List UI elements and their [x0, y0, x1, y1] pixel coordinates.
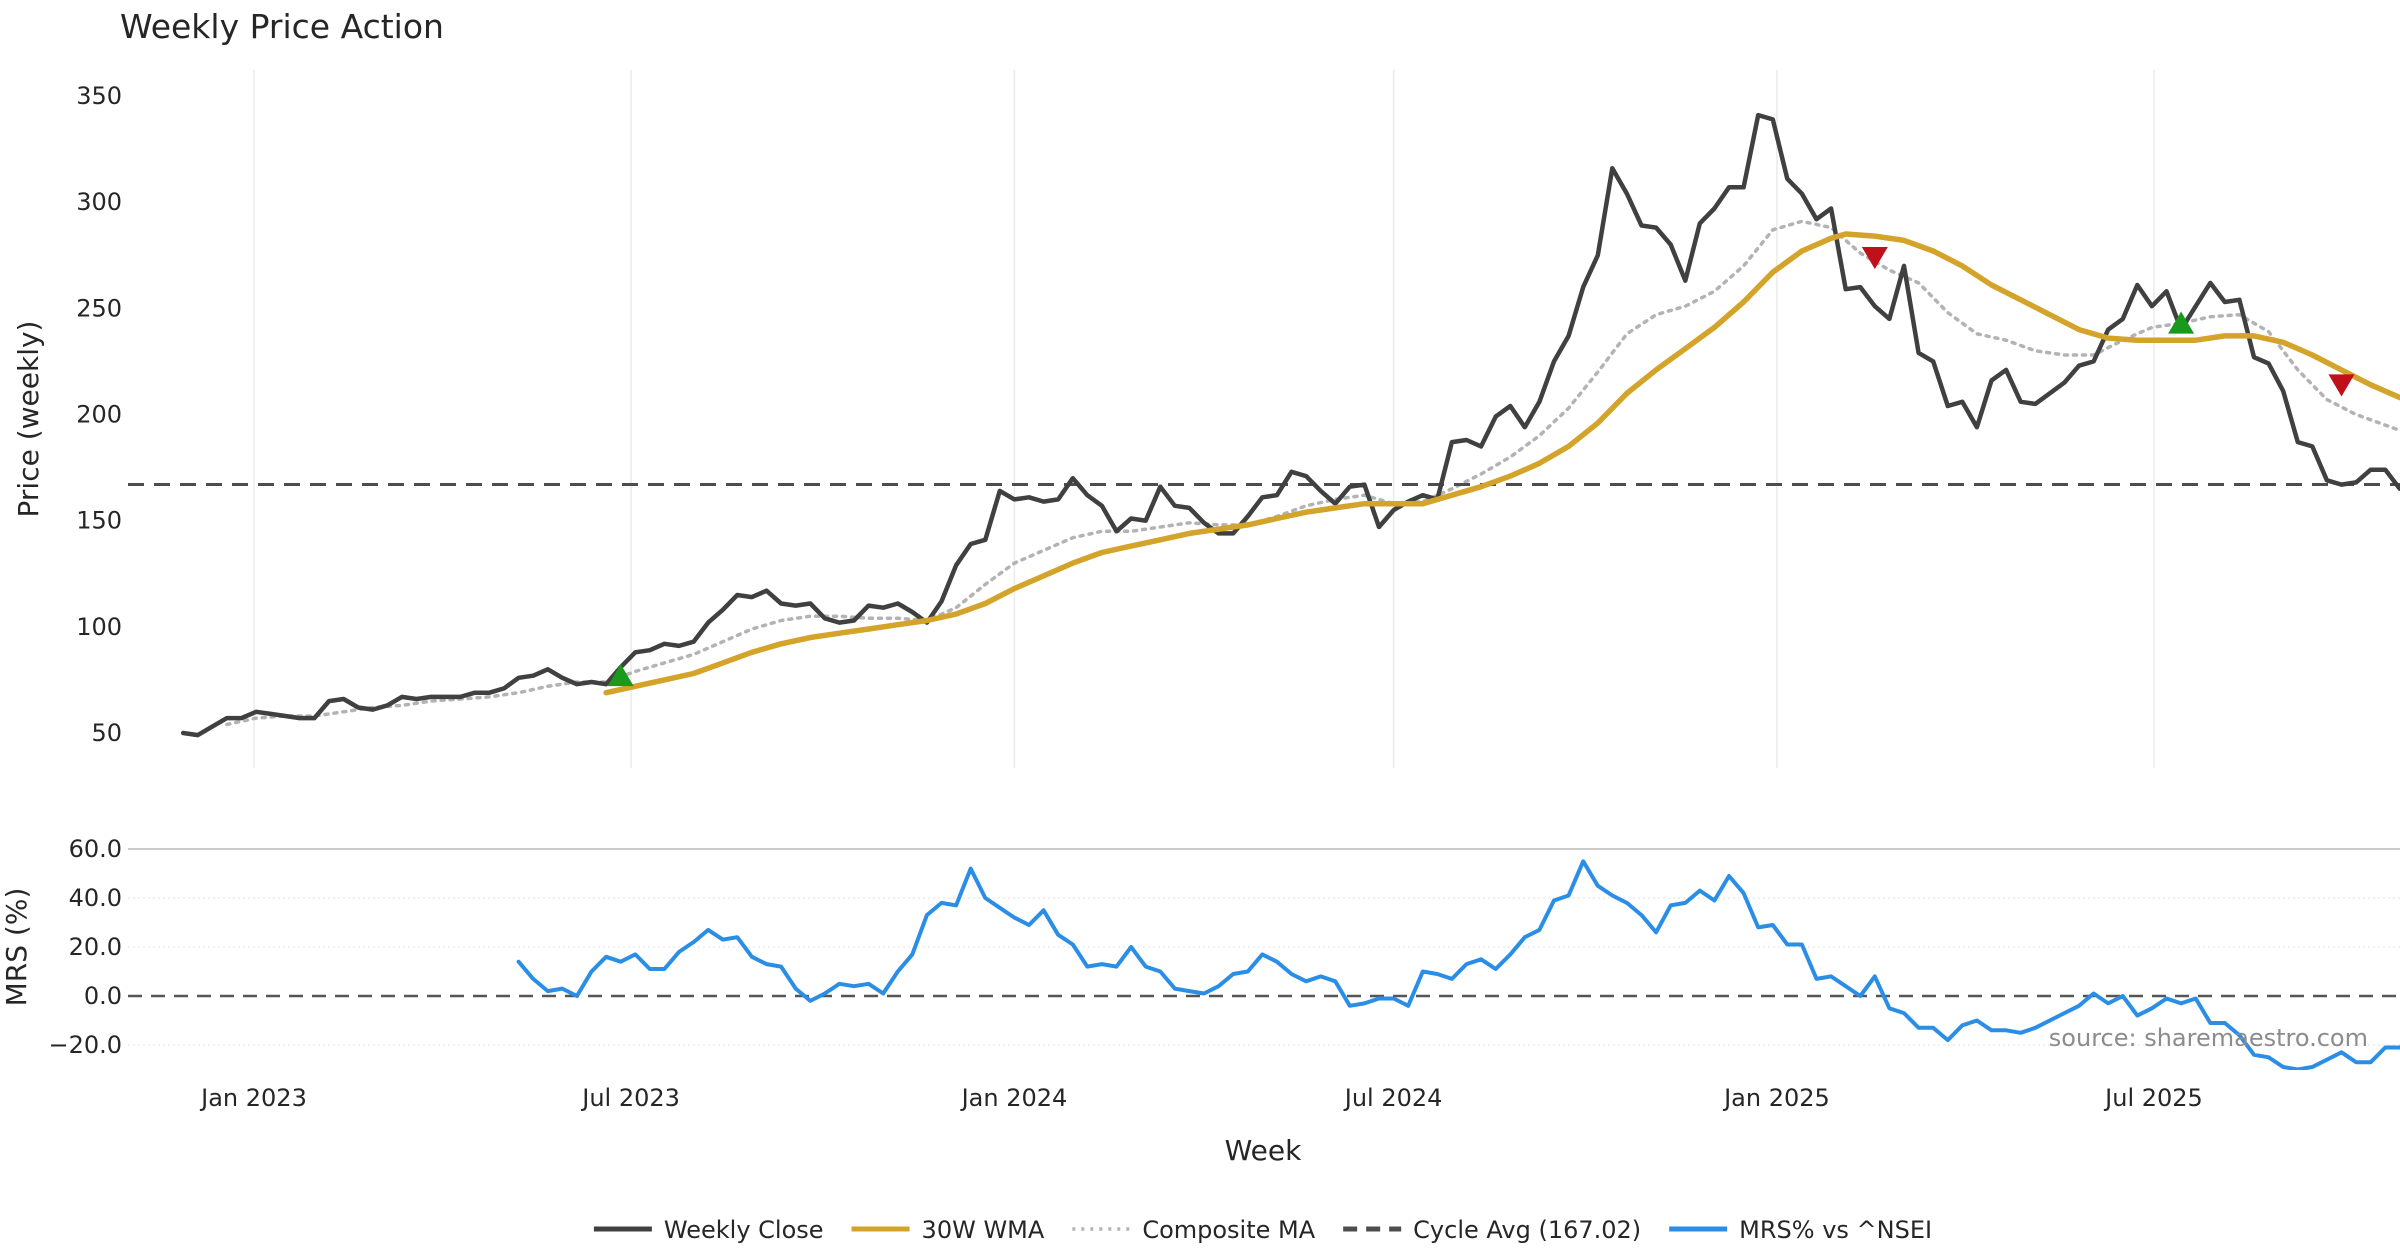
- price-y-tick-100: 100: [76, 613, 122, 641]
- signal-marker-down-3: [2328, 374, 2355, 397]
- price-y-tick-250: 250: [76, 294, 122, 322]
- source-note: source: sharemaestro.com: [2049, 1024, 2368, 1052]
- mrs-y-tick-4: −20.0: [48, 1031, 122, 1059]
- legend-label-4: MRS% vs ^NSEI: [1739, 1216, 1932, 1244]
- legend: Weekly Close 30W WMA Composite MA Cycle Avg…: [593, 1216, 1932, 1244]
- series-30w-wma: [603, 231, 2400, 696]
- x-tick-0: Jan 2023: [199, 1084, 307, 1112]
- x-tick-3: Jul 2024: [1343, 1084, 1443, 1112]
- price-y-ticks: 50 100 150 200 250 300 350: [76, 82, 122, 747]
- price-y-tick-50: 50: [91, 719, 122, 747]
- mrs-series: [516, 859, 2400, 1070]
- price-series: [128, 112, 2400, 738]
- price-y-tick-300: 300: [76, 188, 122, 216]
- series-weekly-close: [180, 112, 2400, 738]
- x-tick-5: Jul 2025: [2103, 1084, 2203, 1112]
- signal-marker-up-0: [607, 663, 634, 687]
- legend-label-3: Cycle Avg (167.02): [1413, 1216, 1641, 1244]
- mrs-y-ticks: 60.0 40.0 20.0 0.0 −20.0: [48, 835, 122, 1059]
- series-composite-ma: [225, 219, 2400, 727]
- mrs-y-axis-label: MRS (%): [0, 888, 33, 1007]
- legend-label-2: Composite MA: [1142, 1216, 1315, 1244]
- mrs-y-tick-2: 20.0: [69, 933, 122, 961]
- mrs-y-tick-3: 0.0: [84, 982, 122, 1010]
- legend-label-0: Weekly Close: [664, 1216, 824, 1244]
- x-tick-1: Jul 2023: [580, 1084, 680, 1112]
- signal-marker-down-1: [1861, 246, 1888, 270]
- price-y-tick-350: 350: [76, 82, 122, 110]
- x-tick-4: Jan 2025: [1722, 1084, 1830, 1112]
- mrs-y-tick-1: 40.0: [69, 884, 122, 912]
- series-mrs-vs-nsei: [516, 859, 2400, 1070]
- price-y-axis-label: Price (weekly): [12, 321, 45, 518]
- price-y-tick-200: 200: [76, 401, 122, 429]
- legend-label-1: 30W WMA: [922, 1216, 1045, 1244]
- chart-title: Weekly Price Action: [120, 7, 444, 46]
- x-axis-label: Week: [1225, 1134, 1302, 1167]
- price-y-tick-150: 150: [76, 507, 122, 535]
- price-grid: [253, 70, 2155, 768]
- x-tick-2: Jan 2024: [960, 1084, 1068, 1112]
- signal-markers: [607, 246, 2355, 687]
- mrs-grid: [128, 848, 2400, 1046]
- signal-marker-up-2: [2168, 311, 2195, 334]
- x-ticks: Jan 2023 Jul 2023 Jan 2024 Jul 2024 Jan 2025…: [199, 1084, 2203, 1112]
- mrs-y-tick-0: 60.0: [69, 835, 122, 863]
